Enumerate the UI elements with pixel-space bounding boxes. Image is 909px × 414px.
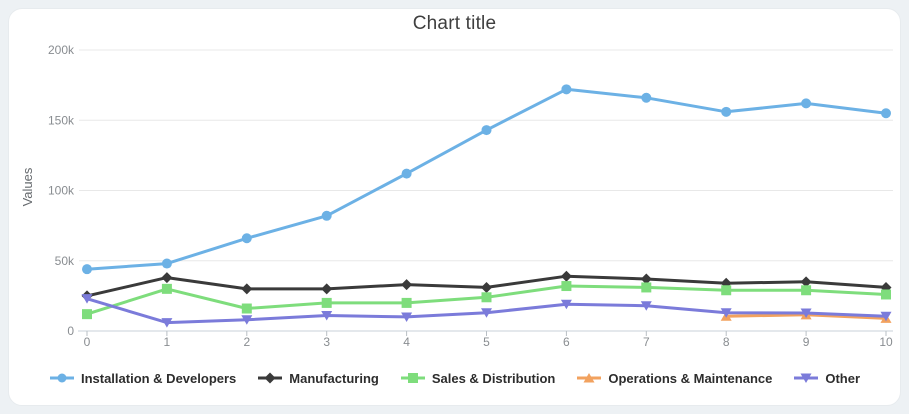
x-tick-label: 10: [879, 335, 893, 349]
data-point-other: [560, 299, 572, 310]
data-point-installation-developers: [721, 106, 732, 117]
data-point-manufacturing: [321, 283, 333, 295]
data-point-other: [481, 308, 492, 318]
data-point-manufacturing: [560, 270, 572, 282]
legend-triangle-up-icon: [577, 373, 602, 383]
data-point-installation-developers: [641, 92, 652, 103]
legend-label: Sales & Distribution: [431, 370, 556, 386]
data-point-other: [720, 308, 732, 318]
data-point-manufacturing: [161, 272, 173, 284]
y-tick-label: 0: [67, 324, 74, 338]
data-point-installation-developers: [82, 264, 92, 275]
data-point-other: [321, 311, 333, 321]
legend-item-installation-developers[interactable]: Installation & Developers: [49, 371, 236, 386]
data-point-installation-developers: [401, 168, 412, 179]
x-tick-label: 8: [723, 335, 730, 349]
data-point-installation-developers: [321, 210, 332, 221]
data-point-manufacturing: [401, 279, 413, 291]
legend-square-icon: [400, 373, 425, 383]
data-point-other: [241, 315, 253, 325]
data-point-other: [880, 311, 892, 322]
x-tick-label: 6: [563, 335, 570, 349]
legend-item-manufacturing[interactable]: Manufacturing: [257, 371, 379, 386]
x-tick-label: 7: [643, 335, 650, 349]
x-tick-label: 4: [403, 335, 410, 349]
x-tick-label: 1: [164, 335, 171, 349]
x-tick-label: 9: [803, 335, 810, 349]
y-tick-label: 150k: [48, 113, 75, 127]
y-tick-label: 200k: [48, 43, 75, 57]
data-point-installation-developers: [241, 233, 252, 244]
data-point-sales-distribution: [321, 297, 332, 308]
x-tick-label: 0: [84, 335, 91, 349]
legend-circle-icon: [49, 373, 74, 383]
series-line-installation-developers: [85, 87, 888, 271]
data-point-other: [800, 308, 812, 319]
x-tick-label: 2: [243, 335, 250, 349]
data-point-manufacturing: [800, 276, 812, 288]
data-point-manufacturing: [481, 281, 492, 293]
data-point-sales-distribution: [401, 297, 412, 308]
data-point-sales-distribution: [801, 285, 812, 296]
legend-label: Installation & Developers: [80, 370, 237, 386]
data-point-sales-distribution: [721, 285, 732, 296]
data-point-manufacturing: [241, 283, 253, 295]
data-point-sales-distribution: [641, 282, 652, 293]
data-point-other: [640, 301, 652, 311]
chart-legend: Installation & Developers Manufacturing Sa…: [8, 367, 901, 389]
data-point-installation-developers: [561, 84, 572, 95]
legend-label: Other: [825, 370, 861, 386]
data-point-sales-distribution: [561, 281, 572, 292]
legend-label: Operations & Maintenance: [608, 370, 773, 386]
data-point-other: [161, 318, 173, 328]
data-point-installation-developers: [801, 98, 812, 109]
y-tick-label: 50k: [55, 254, 75, 268]
legend-diamond-icon: [258, 372, 283, 384]
legend-label: Manufacturing: [289, 370, 379, 386]
data-point-sales-distribution: [241, 303, 252, 314]
data-point-other: [401, 312, 413, 322]
chart-title: Chart title: [412, 13, 497, 34]
data-point-sales-distribution: [82, 309, 92, 320]
legend-item-operations-maintenance[interactable]: Operations & Maintenance: [576, 371, 772, 386]
y-tick-label: 100k: [48, 184, 75, 198]
data-point-installation-developers: [481, 125, 492, 136]
x-tick-label: 5: [483, 335, 490, 349]
chart-card: [8, 8, 901, 406]
legend-item-sales-distribution[interactable]: Sales & Distribution: [400, 370, 556, 386]
legend-item-other[interactable]: Other: [793, 371, 860, 386]
legend-triangle-down-icon: [794, 373, 819, 383]
x-tick-label: 3: [323, 335, 330, 349]
data-point-sales-distribution: [881, 289, 891, 300]
data-point-installation-developers: [161, 258, 172, 269]
data-point-manufacturing: [640, 273, 652, 285]
data-point-sales-distribution: [481, 292, 492, 303]
data-point-sales-distribution: [161, 283, 172, 294]
data-point-installation-developers: [881, 108, 891, 119]
data-point-other: [81, 294, 93, 304]
